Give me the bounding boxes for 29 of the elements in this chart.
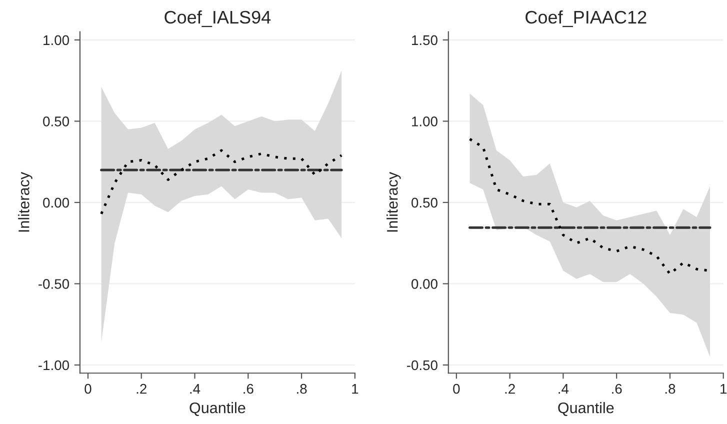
x-tick-label: .2 bbox=[505, 384, 515, 394]
x-tick-label: 1 bbox=[720, 384, 727, 394]
x-tick-label: .2 bbox=[136, 384, 146, 394]
y-tick-label: 0.00 bbox=[412, 279, 438, 289]
line-series bbox=[100, 149, 343, 216]
x-tick-label: .8 bbox=[297, 384, 307, 394]
x-tick-label: .6 bbox=[244, 384, 254, 394]
y-tick-label: -0.50 bbox=[38, 279, 70, 289]
x-tick-label: .4 bbox=[558, 384, 569, 394]
x-tick-label: 1 bbox=[352, 384, 358, 394]
x-axis-title: Quantile bbox=[190, 402, 246, 416]
x-axis-title: Quantile bbox=[558, 402, 614, 416]
x-tick-label: .6 bbox=[612, 384, 622, 394]
y-tick-label: 1.50 bbox=[412, 35, 438, 46]
chart-title: Coef_IALS94 bbox=[164, 10, 271, 28]
y-tick-label: 0.00 bbox=[43, 198, 70, 208]
y-axis-title: Inliteracy bbox=[386, 172, 401, 232]
y-tick-label: 1.00 bbox=[44, 35, 70, 46]
y-tick-label: -1.00 bbox=[38, 360, 70, 370]
chart-title: Coef_PIAAC12 bbox=[526, 10, 646, 28]
y-tick-label: 0.50 bbox=[43, 116, 70, 126]
y-axis-title: Inliteracy bbox=[18, 172, 32, 232]
y-tick-label: -0.50 bbox=[406, 360, 438, 370]
x-tick-label: 0 bbox=[453, 384, 460, 394]
x-tick-label: .8 bbox=[665, 384, 676, 394]
y-tick-label: 0.50 bbox=[412, 198, 438, 208]
x-tick-label: .4 bbox=[190, 384, 200, 394]
x-tick-label: 0 bbox=[84, 384, 92, 394]
y-tick-label: 1.00 bbox=[412, 116, 438, 126]
